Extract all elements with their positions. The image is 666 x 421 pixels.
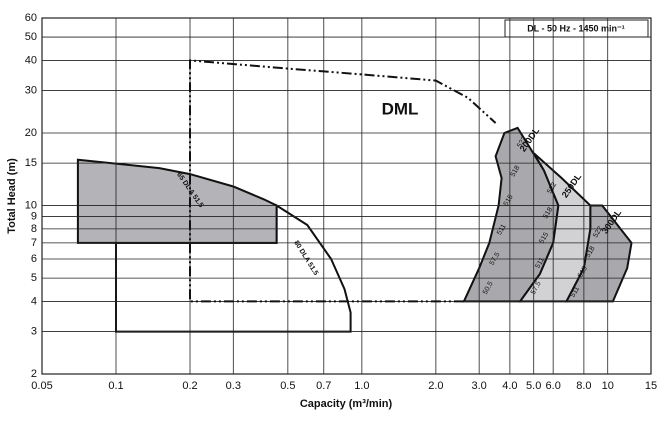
- model-label: 518: [542, 206, 554, 220]
- x-tick-label: 0.7: [316, 380, 331, 392]
- chart-title: DL - 50 Hz - 1450 min⁻¹: [527, 23, 625, 33]
- model-label: 518: [585, 245, 597, 259]
- model-label: 515: [538, 231, 550, 245]
- model-label: 522: [592, 225, 604, 239]
- plot-frame: [41, 17, 652, 375]
- y-tick-label: 8: [31, 223, 37, 235]
- y-tick-label: 7: [31, 237, 37, 249]
- region: [76, 158, 278, 244]
- x-tick-label: 3.0: [472, 380, 487, 392]
- y-tick-label: 50: [25, 31, 37, 43]
- y-tick-label: 20: [25, 127, 37, 139]
- y-tick-label: 15: [25, 157, 37, 169]
- y-tick-label: 3: [31, 325, 37, 337]
- model-label: 515: [503, 194, 515, 208]
- x-tick-label: 5.0: [526, 380, 541, 392]
- regions: [76, 126, 633, 333]
- y-tick-label: 4: [31, 295, 37, 307]
- x-tick-label: 1.0: [354, 380, 369, 392]
- y-tick-label: 2: [31, 368, 37, 380]
- dml-label: DML: [382, 99, 419, 118]
- x-tick-label: 8.0: [576, 380, 591, 392]
- model-label: 511: [569, 286, 581, 299]
- x-tick-label: 0.2: [182, 380, 197, 392]
- y-tick-label: 9: [31, 210, 37, 222]
- x-tick-label: 15: [645, 380, 657, 392]
- x-tick-label: 6.0: [546, 380, 561, 392]
- x-tick-label: 0.05: [31, 380, 52, 392]
- x-tick-label: 2.0: [428, 380, 443, 392]
- x-tick-label: 10: [602, 380, 614, 392]
- model-label: 522: [516, 135, 528, 149]
- x-tick-label: 0.5: [280, 380, 295, 392]
- x-tick-label: 0.3: [226, 380, 241, 392]
- model-label: 518: [510, 164, 522, 178]
- y-tick-label: 6: [31, 253, 37, 265]
- y-tick-label: 10: [25, 199, 37, 211]
- y-tick-label: 5: [31, 272, 37, 284]
- model-label: 522: [546, 181, 558, 195]
- model-label: 511: [534, 257, 546, 270]
- y-axis-label: Total Head (m): [6, 158, 18, 234]
- x-tick-label: 0.1: [108, 380, 123, 392]
- x-axis-label: Capacity (m³/min): [300, 398, 393, 410]
- model-label: 515: [577, 265, 589, 279]
- y-tick-label: 30: [25, 84, 37, 96]
- x-tick-label: 4.0: [502, 380, 517, 392]
- dml-boundary: [189, 59, 497, 303]
- model-label: 511: [496, 223, 508, 236]
- y-tick-label: 60: [25, 12, 37, 24]
- y-tick-label: 40: [25, 54, 37, 66]
